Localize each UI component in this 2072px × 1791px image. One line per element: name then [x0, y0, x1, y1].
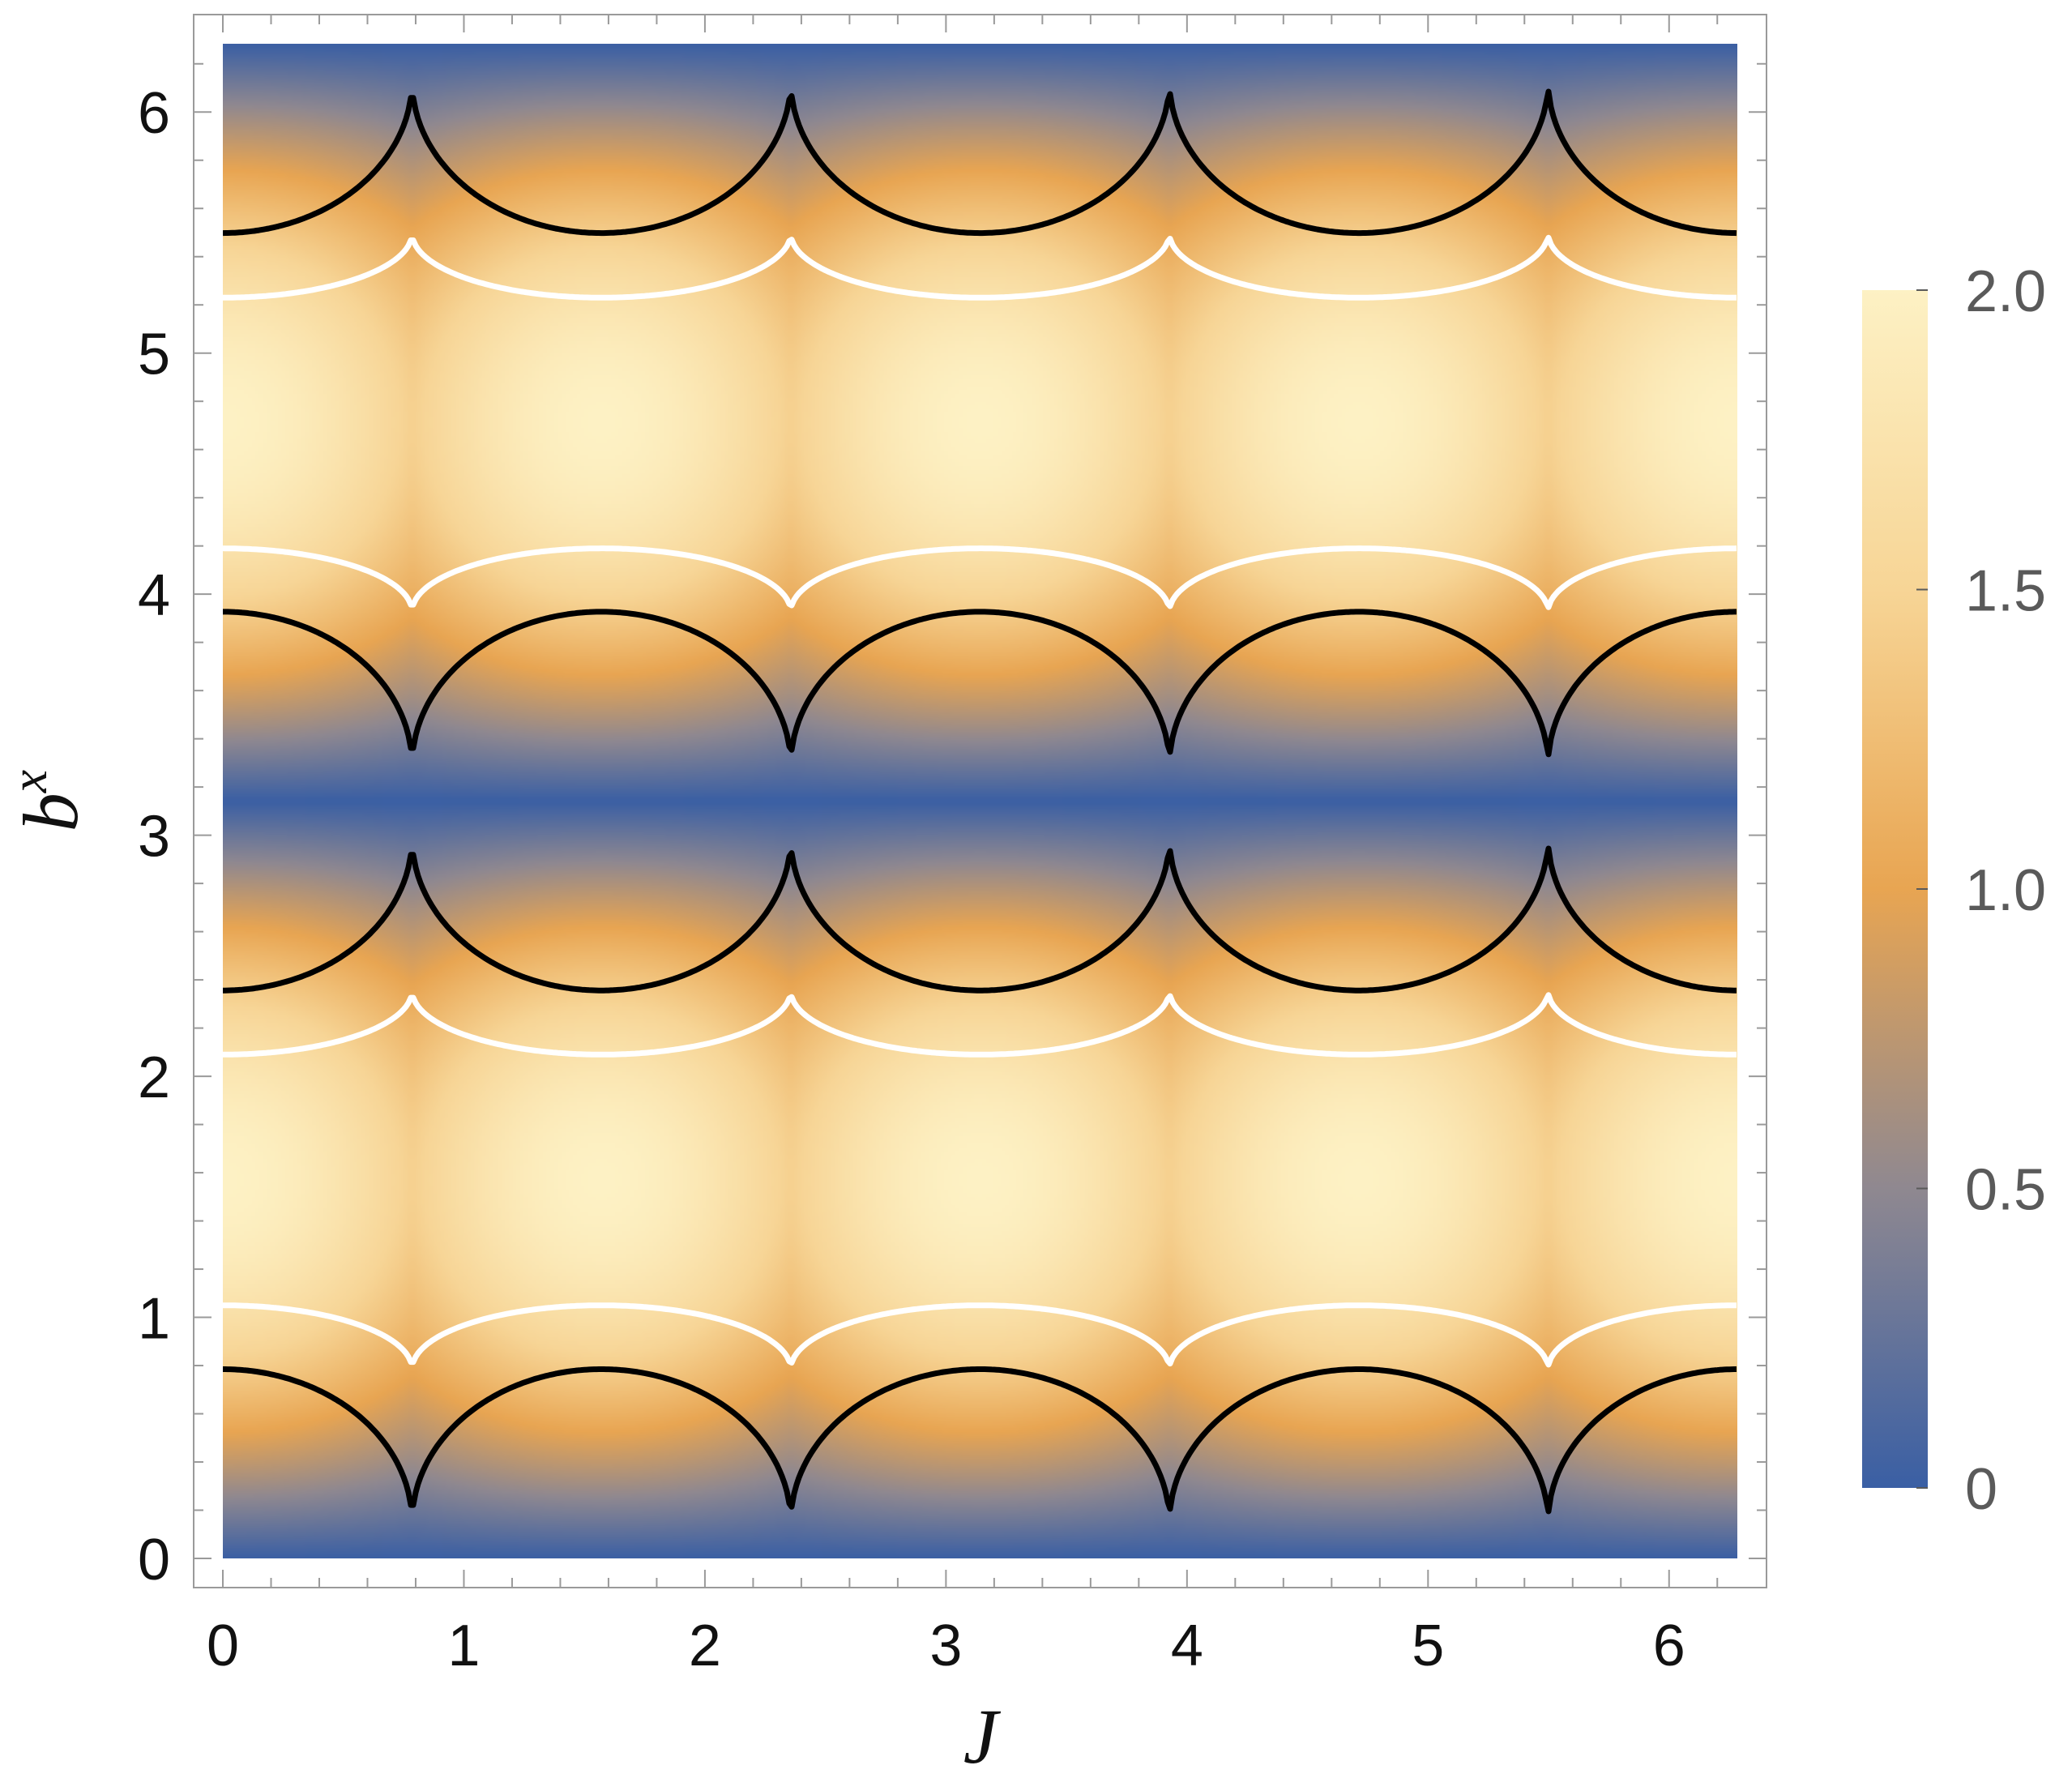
colorbar-tick-label: 2.0	[1965, 259, 2046, 324]
black-contour-2	[223, 845, 1737, 994]
svg-text:bx: bx	[0, 770, 94, 831]
y-tick-label: 2	[138, 1045, 170, 1110]
colorbar: 0 0.5 1.0 1.5 2.0	[1862, 259, 2046, 1522]
y-tick-label: 3	[138, 805, 170, 870]
black-contour-3	[223, 609, 1737, 758]
axis-ticks	[194, 15, 1767, 1588]
y-tick-label: 5	[138, 323, 170, 387]
x-axis-title: J	[963, 1693, 1002, 1780]
y-tick-label: 0	[138, 1528, 170, 1592]
y-axis-title-superscript: x	[0, 770, 58, 793]
plot-frame	[193, 14, 1767, 1588]
y-axis-title: bx	[0, 770, 94, 831]
y-tick-label: 1	[138, 1287, 170, 1352]
x-tick-label: 6	[1653, 1614, 1685, 1678]
x-tick-label: 4	[1171, 1614, 1203, 1678]
contour-lines	[223, 88, 1737, 1515]
y-axis-title-base: b	[7, 793, 94, 831]
colorbar-tick-label: 0.5	[1965, 1158, 2046, 1223]
x-tick-label: 1	[447, 1614, 480, 1678]
white-contour-1	[223, 1302, 1737, 1368]
colorbar-ticks	[1916, 289, 1928, 1489]
y-tick-labels: 0 1 2 3 4 5 6	[138, 81, 170, 1592]
x-tick-label: 5	[1412, 1614, 1444, 1678]
colorbar-tick-label: 0	[1965, 1457, 1997, 1522]
white-contour-4	[223, 234, 1737, 301]
black-contour-1	[223, 1366, 1737, 1515]
white-contour-3	[223, 545, 1737, 610]
y-tick-label: 4	[138, 563, 170, 628]
colorbar-tick-label: 1.5	[1965, 559, 2046, 624]
x-tick-label: 2	[689, 1614, 721, 1678]
x-tick-labels: 0 1 2 3 4 5 6	[207, 1614, 1685, 1678]
colorbar-labels: 0 0.5 1.0 1.5 2.0	[1965, 259, 2046, 1522]
black-contour-4	[223, 88, 1737, 237]
white-contour-2	[223, 992, 1737, 1058]
y-tick-label: 6	[138, 81, 170, 146]
x-tick-label: 0	[207, 1614, 239, 1678]
plot-area: 0 1 2 3 4 5 6 0 1 2 3 4 5 6	[138, 14, 1767, 1678]
x-tick-label: 3	[929, 1614, 962, 1678]
colorbar-tick-label: 1.0	[1965, 858, 2046, 923]
